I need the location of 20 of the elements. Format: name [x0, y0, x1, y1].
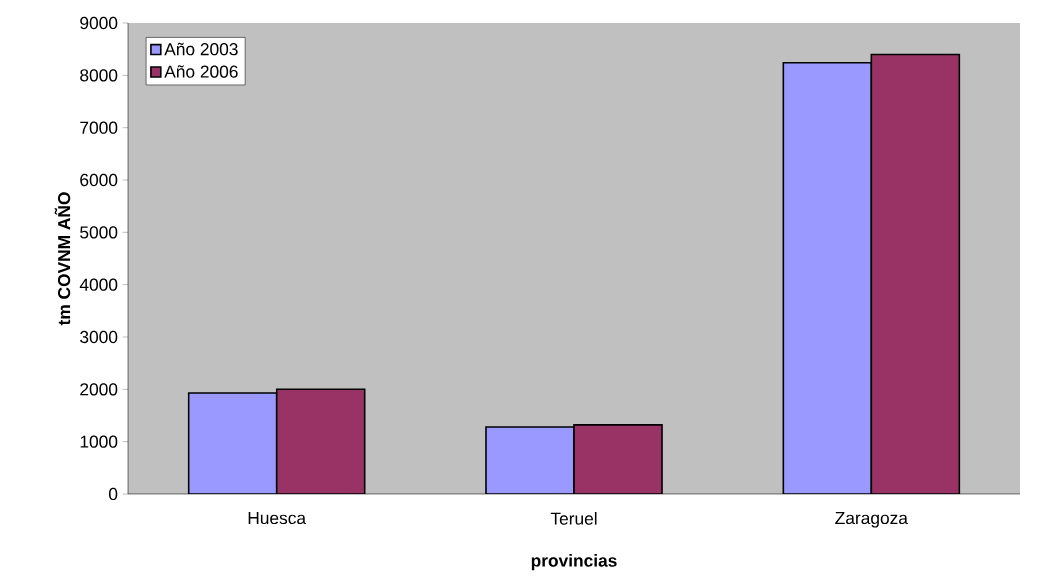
y-tick-label: 1000 [80, 435, 118, 448]
y-tick-label: 9000 [80, 16, 118, 30]
x-tick-label: Huesca [248, 512, 307, 525]
y-tick-label: 5000 [80, 226, 118, 239]
y-tick-label: 4000 [79, 278, 118, 291]
legend-label: Año 2003 [164, 42, 238, 56]
x-tick-label: Zaragoza [835, 512, 908, 528]
y-tick-label: 3000 [80, 330, 118, 344]
y-axis-title: tm COVNM AÑO [54, 192, 71, 326]
y-tick-label: 0 [108, 487, 118, 501]
y-tick-label: 7000 [80, 121, 118, 134]
y-tick-label: 2000 [80, 383, 118, 396]
bar [275, 388, 366, 494]
y-tick-label: 8000 [80, 69, 118, 82]
y-tick-label: 6000 [80, 173, 118, 187]
bar [870, 53, 961, 494]
x-tick-label: Teruel [550, 512, 597, 525]
x-axis-title: provincias [531, 554, 617, 571]
legend-label: Año 2006 [164, 65, 238, 78]
bar [573, 424, 663, 494]
